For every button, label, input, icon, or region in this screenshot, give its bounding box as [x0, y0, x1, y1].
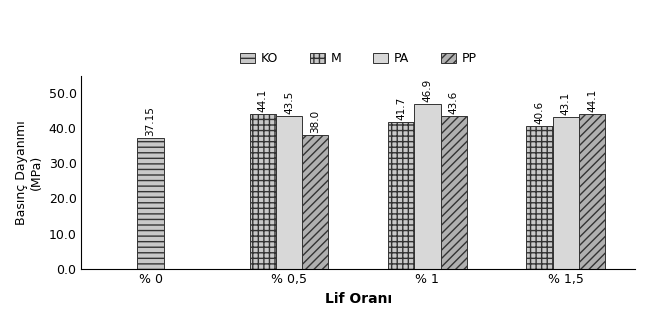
Bar	[250, 114, 276, 269]
Text: 43.6: 43.6	[448, 90, 459, 114]
Bar	[441, 116, 467, 269]
Text: 44.1: 44.1	[587, 89, 597, 112]
Bar	[302, 135, 328, 269]
Text: 46.9: 46.9	[422, 79, 432, 102]
Text: 41.7: 41.7	[396, 97, 406, 120]
Bar	[276, 116, 302, 269]
Bar	[388, 122, 414, 269]
Text: 44.1: 44.1	[257, 89, 268, 112]
Text: 40.6: 40.6	[534, 101, 545, 124]
Y-axis label: Basınç Dayanımı
(MPa): Basınç Dayanımı (MPa)	[15, 120, 43, 224]
Bar	[552, 117, 579, 269]
Bar	[526, 126, 552, 269]
Text: 37.15: 37.15	[146, 106, 155, 136]
Text: 38.0: 38.0	[310, 110, 320, 133]
X-axis label: Lif Oranı: Lif Oranı	[324, 292, 392, 306]
Bar	[137, 138, 164, 269]
Legend: KO, M, PA, PP: KO, M, PA, PP	[235, 47, 482, 70]
Bar	[579, 114, 605, 269]
Bar	[414, 104, 441, 269]
Text: 43.5: 43.5	[284, 91, 294, 114]
Text: 43.1: 43.1	[561, 92, 571, 115]
